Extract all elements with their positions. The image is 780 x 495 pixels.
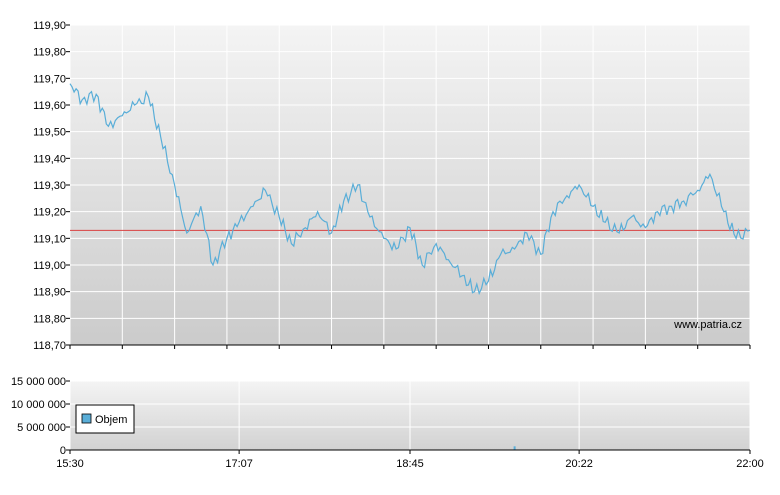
volume-x-axis-labels: 15:30 17:07 18:45 20:22 22:00 — [56, 450, 764, 470]
price-y-tick-label: 119,90 — [33, 20, 66, 32]
x-tick-label: 17:07 — [225, 458, 253, 470]
legend-swatch — [81, 413, 92, 424]
price-y-tick-label: 118,80 — [33, 313, 66, 325]
price-y-tick-label: 119,20 — [33, 207, 66, 219]
x-tick-label: 20:22 — [565, 458, 593, 470]
x-tick-label: 22:00 — [736, 458, 764, 470]
price-y-tick-label: 119,40 — [33, 153, 66, 165]
watermark: www.patria.cz — [673, 319, 742, 331]
volume-y-tick-label: 5 000 000 — [17, 422, 66, 434]
price-y-tick-label: 119,50 — [33, 127, 66, 139]
price-y-tick-label: 119,10 — [33, 233, 66, 245]
volume-bar — [513, 446, 516, 450]
x-tick-label: 15:30 — [56, 458, 84, 470]
price-line — [69, 83, 751, 296]
volume-legend: Objem — [75, 404, 135, 434]
price-y-tick-label: 118,70 — [33, 340, 66, 352]
price-y-tick-label: 118,90 — [33, 287, 66, 299]
legend-label: Objem — [95, 414, 127, 426]
volume-y-tick-label: 0 — [60, 445, 66, 457]
price-y-axis: 119,90 119,80 119,70 119,60 119,50 119,40 119,… — [33, 20, 70, 352]
x-tick-label: 18:45 — [396, 458, 424, 470]
price-grid — [69, 24, 751, 346]
price-y-tick-label: 119,00 — [33, 260, 66, 272]
price-y-tick-label: 119,70 — [33, 73, 66, 85]
volume-y-axis: 15 000 000 10 000 000 5 000 000 0 — [11, 376, 70, 457]
volume-bars — [513, 446, 516, 450]
price-y-tick-label: 119,80 — [33, 47, 66, 59]
price-y-tick-label: 119,30 — [33, 180, 66, 192]
price-x-ticks — [69, 345, 751, 349]
volume-y-tick-label: 10 000 000 — [11, 399, 66, 411]
volume-y-tick-label: 15 000 000 — [11, 376, 66, 388]
price-y-tick-label: 119,60 — [33, 100, 66, 112]
